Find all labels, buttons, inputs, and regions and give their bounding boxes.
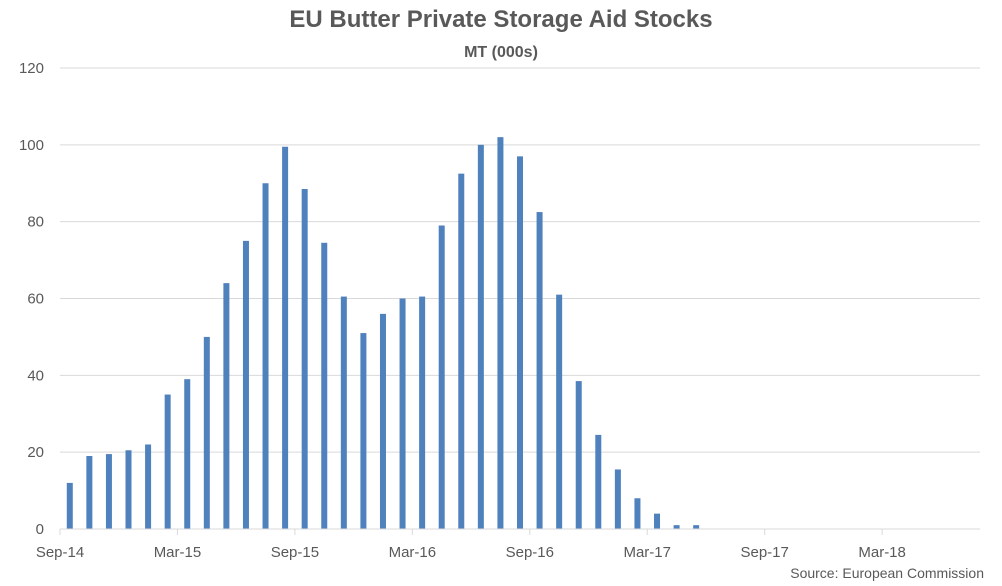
bar [419, 296, 426, 529]
chart-subtitle: MT (000s) [464, 44, 538, 61]
bar [556, 294, 563, 529]
y-tick-label: 100 [19, 137, 44, 154]
bar [125, 450, 132, 529]
bar [458, 173, 465, 530]
bar [223, 283, 230, 529]
y-tick-label: 80 [27, 214, 44, 231]
source-note: Source: European Commission [790, 565, 984, 581]
bar [517, 156, 523, 529]
chart-title: EU Butter Private Storage Aid Stocks [289, 6, 713, 33]
bar [66, 482, 73, 529]
y-tick-label: 0 [36, 521, 44, 538]
bar [105, 454, 112, 529]
y-tick-label: 40 [27, 367, 44, 384]
bar [654, 513, 661, 529]
bar [262, 183, 269, 529]
bar [438, 225, 445, 529]
bar [693, 525, 700, 529]
bar [634, 498, 641, 529]
x-tick-label: Sep-14 [36, 544, 84, 561]
bar [184, 379, 191, 529]
x-tick-label: Mar-18 [858, 544, 906, 561]
x-tick-label: Sep-17 [740, 544, 788, 561]
bar [536, 212, 543, 529]
bar [575, 381, 582, 529]
y-tick-label: 60 [27, 291, 44, 308]
bar [86, 456, 93, 529]
x-tick-label: Mar-17 [623, 544, 671, 561]
x-tick-label: Mar-16 [389, 544, 437, 561]
bar [497, 137, 504, 529]
bar [340, 296, 347, 529]
bar [399, 298, 406, 529]
bar [242, 240, 249, 529]
bar [164, 394, 171, 529]
x-tick-label: Mar-15 [154, 544, 202, 561]
bar [614, 469, 621, 529]
bar [360, 333, 367, 529]
bar [145, 444, 152, 529]
y-tick-label: 120 [19, 60, 44, 77]
bar [282, 146, 289, 530]
bar [477, 144, 484, 530]
bar [379, 313, 386, 529]
bar [301, 189, 308, 529]
bar [321, 242, 328, 529]
y-tick-label: 20 [27, 444, 44, 461]
bar [673, 525, 680, 529]
bar [203, 336, 210, 529]
x-tick-label: Sep-16 [506, 544, 554, 561]
bar [595, 434, 602, 529]
x-tick-label: Sep-15 [271, 544, 319, 561]
